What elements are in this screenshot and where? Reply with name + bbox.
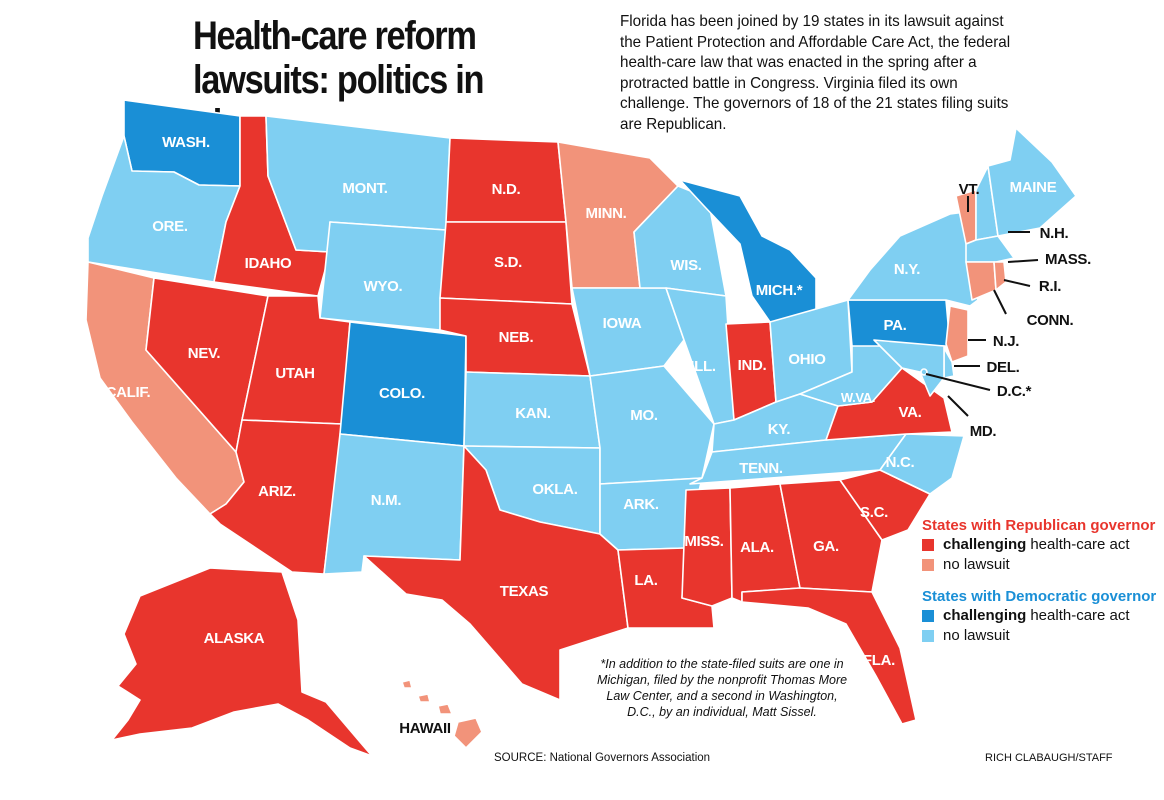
state-hi-maui[interactable] — [437, 703, 453, 715]
legend-swatch-dem-no-lawsuit — [922, 630, 934, 642]
label-mi: MICH.* — [756, 282, 803, 299]
label-nm: N.M. — [371, 492, 402, 509]
legend-dem-challenging: challenging health-care act — [922, 606, 1162, 626]
label-oh: OHIO — [788, 351, 826, 368]
state-wy[interactable] — [319, 221, 447, 331]
label-hi: HAWAII — [399, 720, 451, 737]
label-md: MD. — [970, 423, 997, 440]
credit-line: RICH CLABAUGH/STAFF — [985, 752, 1113, 764]
state-ct[interactable] — [965, 261, 997, 301]
legend-swatch-rep-challenging — [922, 539, 934, 551]
state-hi-oahu[interactable] — [417, 693, 431, 703]
label-wa: WASH. — [162, 134, 210, 151]
label-ny: N.Y. — [894, 261, 920, 278]
state-co[interactable] — [339, 321, 467, 447]
legend: States with Republican governor challeng… — [922, 516, 1162, 646]
label-tx: TEXAS — [500, 583, 549, 600]
label-wy: WYO. — [364, 278, 403, 295]
label-ks: KAN. — [515, 405, 551, 422]
label-mt: MONT. — [342, 180, 387, 197]
label-ms: MISS. — [684, 533, 723, 550]
label-va: VA. — [899, 404, 922, 421]
label-sc: S.C. — [860, 504, 888, 521]
map-title: Health-care reform lawsuits: politics in… — [193, 14, 484, 146]
legend-challenging-rest: health-care act — [1030, 536, 1130, 553]
label-tn: TENN. — [739, 460, 783, 477]
state-hi[interactable] — [453, 717, 483, 749]
label-wi: WIS. — [670, 257, 701, 274]
legend-rep-header: States with Republican governor — [922, 517, 1156, 534]
label-ar: ARK. — [623, 496, 659, 513]
label-vt: VT. — [959, 181, 980, 198]
callout-lines — [925, 196, 1039, 417]
label-ne: NEB. — [499, 329, 534, 346]
label-fl: FLA. — [863, 652, 895, 669]
legend-rep-no-lawsuit: no lawsuit — [922, 555, 1162, 575]
label-la: LA. — [634, 572, 657, 589]
state-nc[interactable] — [879, 433, 965, 495]
intro-text: Florida has been joined by 19 states in … — [620, 13, 1011, 133]
label-al: ALA. — [740, 539, 774, 556]
legend-no-lawsuit-text: no lawsuit — [943, 556, 1010, 573]
legend-swatch-dem-challenging — [922, 610, 934, 622]
state-tx[interactable] — [363, 445, 629, 701]
state-sc[interactable] — [839, 469, 931, 541]
label-de: DEL. — [987, 359, 1020, 376]
state-ia[interactable] — [571, 287, 685, 377]
label-dc: D.C.* — [997, 383, 1032, 400]
label-nj: N.J. — [993, 333, 1019, 350]
state-labels: WASH. ORE. CALIF. IDAHO NEV. MONT. WYO. … — [106, 134, 1092, 737]
label-il: ILL. — [690, 358, 716, 375]
legend-dem-no-lawsuit: no lawsuit — [922, 626, 1162, 646]
legend-swatch-rep-no-lawsuit — [922, 559, 934, 571]
legend-rep-challenging: challenging health-care act — [922, 535, 1162, 555]
label-ok: OKLA. — [532, 481, 577, 498]
label-ut: UTAH — [275, 365, 314, 382]
label-me: MAINE — [1010, 179, 1057, 196]
label-az: ARIZ. — [258, 483, 296, 500]
state-nd[interactable] — [445, 137, 567, 223]
label-ma: MASS. — [1045, 251, 1091, 268]
label-ky: KY. — [768, 421, 791, 438]
label-nh: N.H. — [1040, 225, 1069, 242]
label-sd: S.D. — [494, 254, 522, 271]
state-me[interactable] — [987, 127, 1077, 237]
state-md[interactable] — [873, 339, 945, 397]
label-wv: W.VA. — [841, 390, 875, 405]
legend-challenging-rest-dem: health-care act — [1030, 607, 1130, 624]
state-ny[interactable] — [847, 211, 979, 307]
label-mo: MO. — [630, 407, 658, 424]
label-id: IDAHO — [245, 255, 292, 272]
label-ca: CALIF. — [106, 384, 151, 401]
state-mo[interactable] — [589, 365, 715, 485]
label-in: IND. — [738, 357, 767, 374]
label-mn: MINN. — [586, 205, 627, 222]
label-ct: CONN. — [1027, 312, 1074, 329]
label-ia: IOWA — [603, 315, 642, 332]
source-line: SOURCE: National Governors Association — [494, 752, 711, 764]
label-nd: N.D. — [492, 181, 521, 198]
label-co: COLO. — [379, 385, 425, 402]
label-nv: NEV. — [188, 345, 221, 362]
legend-challenging-bold: challenging — [943, 536, 1027, 553]
state-ga[interactable] — [779, 479, 883, 593]
state-dc[interactable] — [920, 368, 928, 376]
label-ak: ALASKA — [204, 630, 265, 647]
legend-challenging-bold-dem: challenging — [943, 607, 1027, 624]
state-fl[interactable] — [741, 587, 917, 725]
state-ms[interactable] — [681, 487, 733, 607]
legend-no-lawsuit-text-dem: no lawsuit — [943, 627, 1010, 644]
label-ga: GA. — [813, 538, 839, 555]
label-or: ORE. — [152, 218, 188, 235]
state-ak[interactable] — [111, 567, 373, 757]
state-ri[interactable] — [993, 261, 1007, 291]
state-nj[interactable] — [945, 305, 969, 363]
legend-dem-header: States with Democratic governor — [922, 588, 1157, 605]
state-hi-kauai[interactable] — [401, 679, 413, 689]
label-ri: R.I. — [1039, 278, 1061, 295]
label-pa: PA. — [884, 317, 907, 334]
label-nc: N.C. — [886, 454, 915, 471]
footnote: *In addition to the state-filed suits ar… — [596, 657, 848, 719]
